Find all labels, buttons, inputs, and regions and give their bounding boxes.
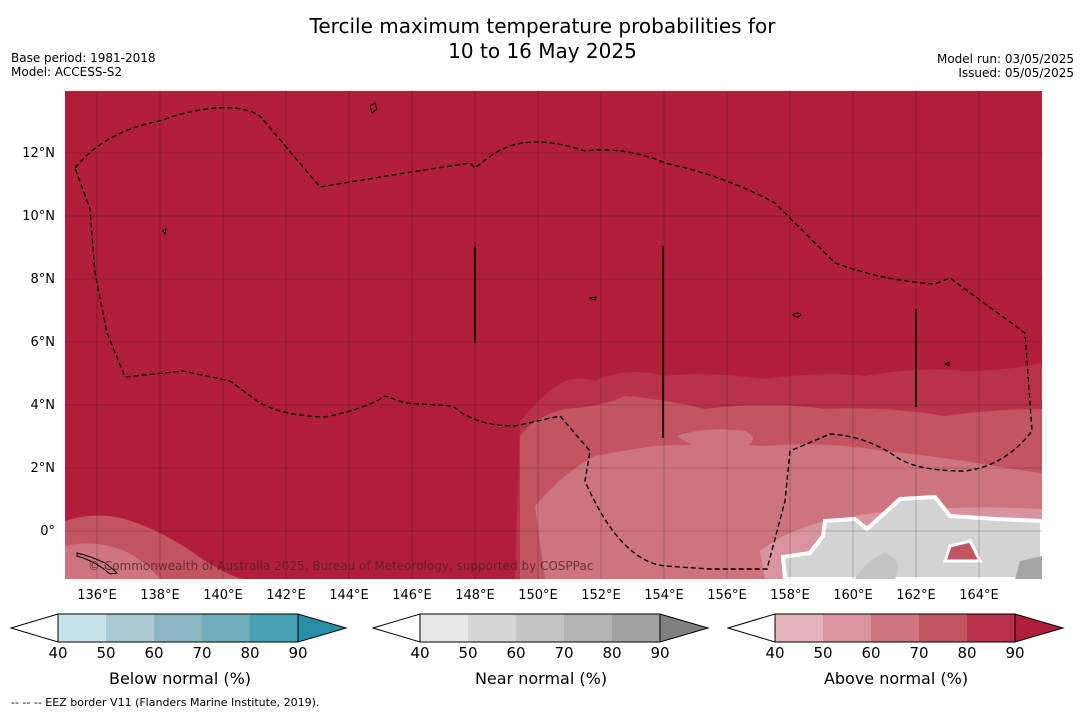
map-title: Tercile maximum temperature probabilitie… [0, 14, 1085, 64]
issued-date: Issued: 05/05/2025 [958, 66, 1074, 80]
near-tick-70: 70 [554, 644, 574, 662]
below-normal-label: Below normal (%) [108, 669, 252, 688]
near-tick-50: 50 [458, 644, 478, 662]
lat-label-6n: 6°N [30, 335, 56, 350]
lat-label-10n: 10°N [22, 209, 55, 224]
lon-label-162e: 162°E [896, 588, 936, 603]
graticule [65, 91, 1042, 579]
eez-borders [74, 106, 1033, 570]
above-tick-60: 60 [861, 644, 881, 662]
below-tick-40: 40 [48, 644, 68, 662]
eez-footnote: -- -- -- EEZ border V11 (Flanders Marine… [11, 696, 320, 709]
lon-label-140e: 140°E [203, 588, 243, 603]
near-normal-darker-patch [855, 553, 899, 579]
lon-label-154e: 154°E [644, 588, 684, 603]
lon-label-136e: 136°E [77, 588, 117, 603]
lon-label-150e: 150°E [518, 588, 558, 603]
near-normal-darkest-patch [1015, 556, 1042, 579]
lon-label-158e: 158°E [770, 588, 810, 603]
islands [76, 102, 950, 575]
meta-left: Base period: 1981-2018 Model: ACCESS-S2 [11, 51, 156, 79]
base-period: Base period: 1981-2018 [11, 51, 156, 65]
lon-label-164e: 164°E [959, 588, 999, 603]
lat-label-0: 0° [40, 524, 55, 539]
lon-label-152e: 152°E [581, 588, 621, 603]
model-run: Model run: 03/05/2025 [936, 52, 1074, 66]
boundary-segments [474, 246, 917, 438]
title-line-1: Tercile maximum temperature probabilitie… [309, 14, 776, 38]
lon-label-156e: 156°E [707, 588, 747, 603]
map-canvas [65, 91, 1042, 579]
colorbar-below-normal [9, 612, 350, 648]
below-tick-50: 50 [96, 644, 116, 662]
above-tick-70: 70 [909, 644, 929, 662]
colorbar-above-swatches [726, 613, 1065, 643]
above-tick-90: 90 [1005, 644, 1025, 662]
below-tick-80: 80 [240, 644, 260, 662]
near-tick-60: 60 [506, 644, 526, 662]
lon-label-160e: 160°E [833, 588, 873, 603]
title-line-2: 10 to 16 May 2025 [448, 39, 637, 63]
below-tick-90: 90 [288, 644, 308, 662]
near-tick-80: 80 [602, 644, 622, 662]
above-60-patch [677, 429, 753, 451]
lon-label-142e: 142°E [266, 588, 306, 603]
lat-label-12n: 12°N [22, 146, 55, 161]
meta-right: Model run: 03/05/2025 Issued: 05/05/2025 [937, 52, 1074, 80]
probability-map [65, 91, 1042, 579]
lon-label-148e: 148°E [455, 588, 495, 603]
southwest-above-patch-inner [65, 543, 160, 579]
lon-label-146e: 146°E [392, 588, 432, 603]
below-tick-70: 70 [192, 644, 212, 662]
copyright-notice: © Commonwealth of Australia 2025, Bureau… [88, 559, 594, 573]
near-tick-40: 40 [410, 644, 430, 662]
lon-label-144e: 144°E [329, 588, 369, 603]
below-tick-60: 60 [144, 644, 164, 662]
colorbar-near-swatches [371, 613, 710, 643]
colorbar-below-swatches [9, 613, 348, 643]
above-tick-50: 50 [813, 644, 833, 662]
lat-label-2n: 2°N [30, 461, 56, 476]
lon-label-138e: 138°E [140, 588, 180, 603]
above-tick-80: 80 [957, 644, 977, 662]
model-name: Model: ACCESS-S2 [11, 65, 123, 79]
near-normal-label: Near normal (%) [474, 669, 608, 688]
above-normal-label: Above normal (%) [823, 669, 969, 688]
colorbar-above-normal [726, 612, 1067, 648]
above-patch-in-near [942, 539, 983, 563]
lat-label-4n: 4°N [30, 398, 56, 413]
colorbar-near-normal [371, 612, 712, 648]
near-tick-90: 90 [650, 644, 670, 662]
above-tick-40: 40 [765, 644, 785, 662]
lat-label-8n: 8°N [30, 272, 56, 287]
